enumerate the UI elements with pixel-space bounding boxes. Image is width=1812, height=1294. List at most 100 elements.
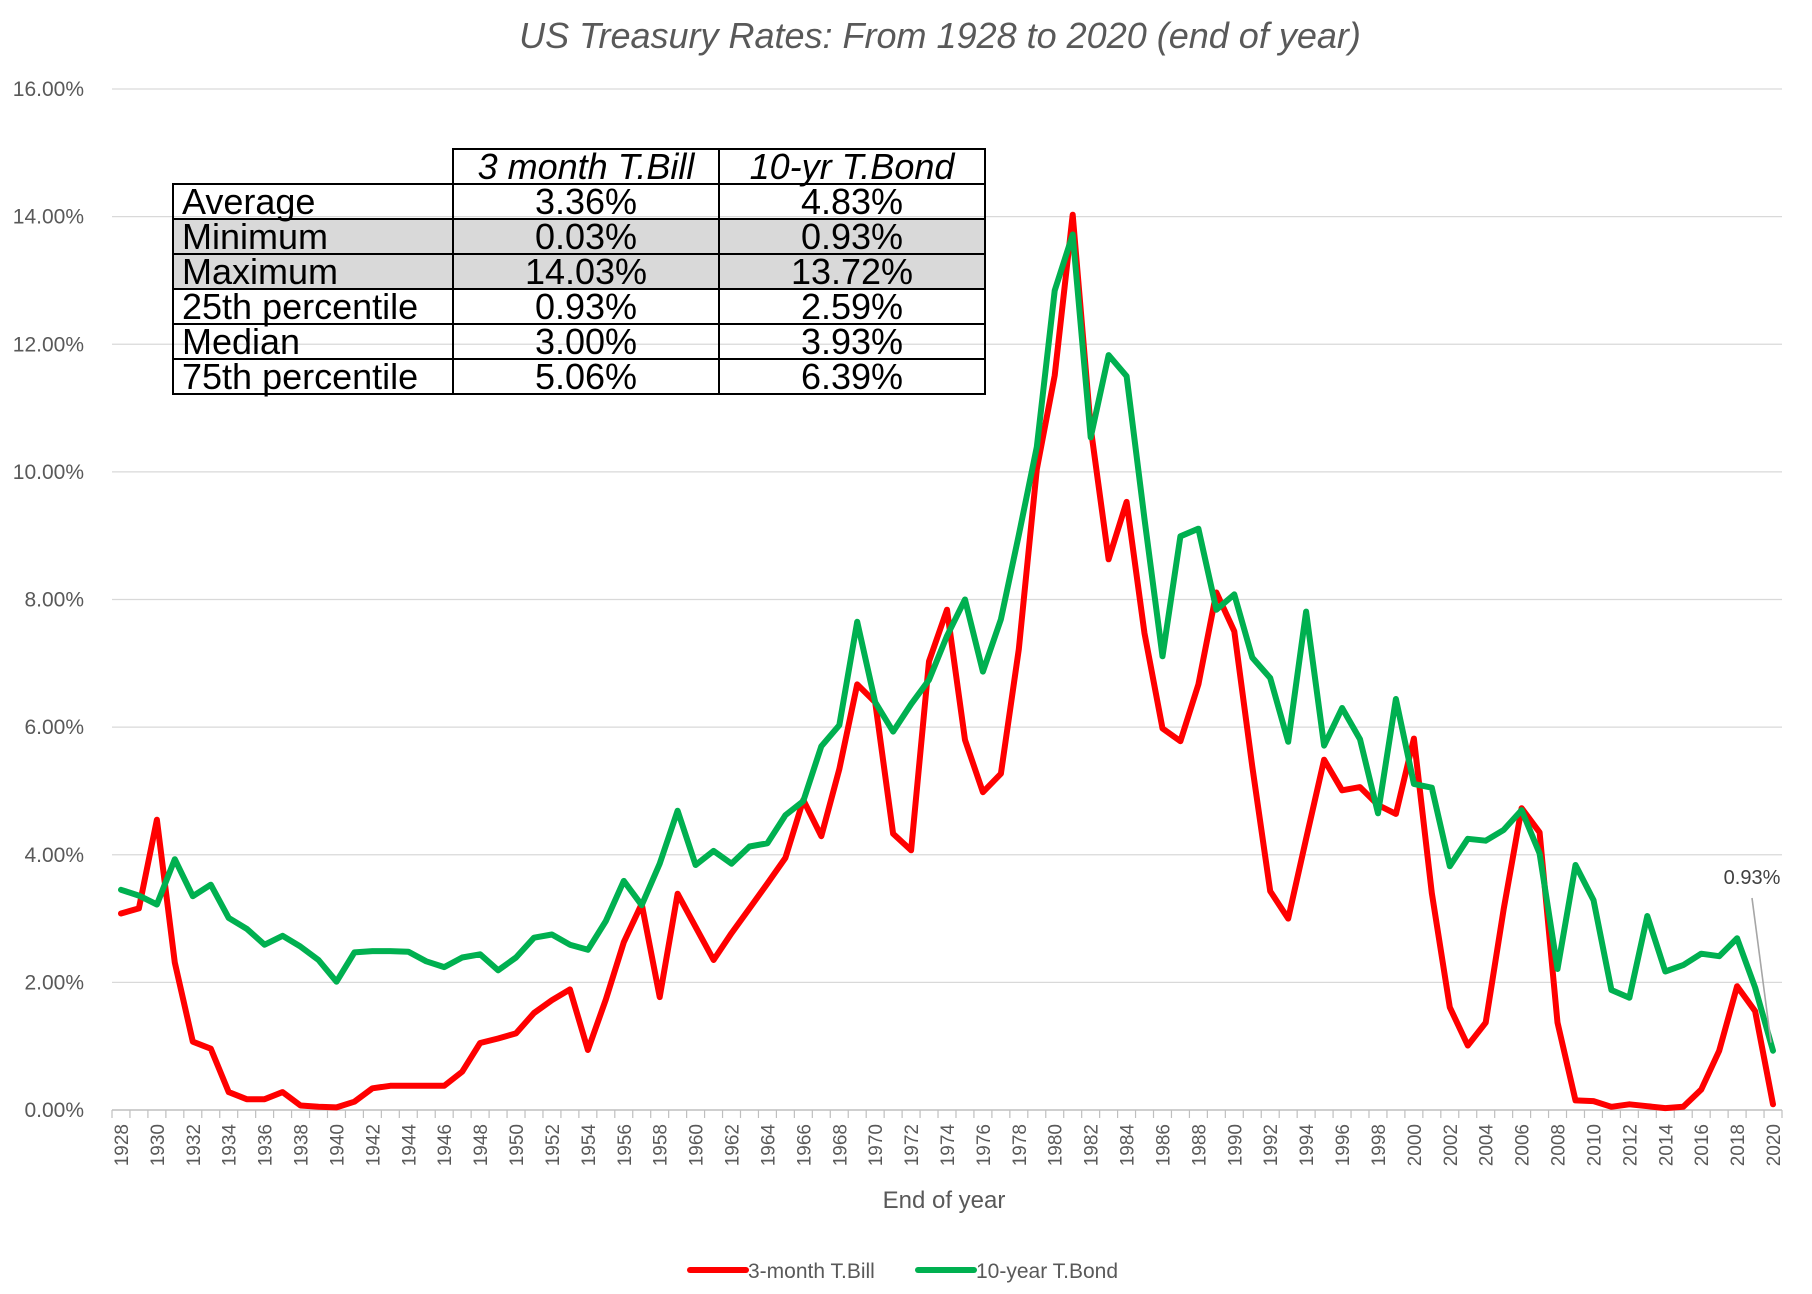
x-tick-label: 1978 xyxy=(1010,1124,1031,1166)
stats-value-tbond: 2.59% xyxy=(718,288,986,325)
stats-value-tbill: 0.03% xyxy=(452,218,720,255)
x-tick-label: 1982 xyxy=(1082,1124,1103,1166)
stats-row-label: Average xyxy=(172,183,454,220)
x-tick-label: 1956 xyxy=(615,1124,636,1166)
stats-row-label: Median xyxy=(172,323,454,360)
x-tick-label: 2004 xyxy=(1477,1124,1498,1167)
x-tick-label: 1928 xyxy=(112,1124,133,1166)
stats-table-row: 25th percentile 0.93% 2.59% xyxy=(172,288,986,325)
stats-value-tbond: 4.83% xyxy=(718,183,986,220)
series-lines xyxy=(118,211,1776,1112)
series-line-tbond xyxy=(118,231,1776,1054)
stats-table-header-tbill: 3 month T.Bill xyxy=(452,148,720,185)
x-tick-label: 1994 xyxy=(1297,1124,1318,1167)
stats-value-tbond: 6.39% xyxy=(718,358,986,395)
x-tick-label: 1938 xyxy=(292,1124,313,1166)
x-tick-label: 1968 xyxy=(830,1124,851,1166)
legend-label: 3-month T.Bill xyxy=(748,1260,875,1283)
stats-value-tbill: 5.06% xyxy=(452,358,720,395)
stats-table-corner xyxy=(173,149,454,185)
stats-table-row: 75th percentile 5.06% 6.39% xyxy=(172,358,986,395)
stats-table-body: Average 3.36% 4.83% Minimum 0.03% 0.93% Maximu… xyxy=(172,183,986,395)
x-tick-label: 1984 xyxy=(1118,1124,1139,1167)
x-tick-label: 1980 xyxy=(1046,1124,1067,1166)
x-tick-label: 1950 xyxy=(507,1124,528,1166)
x-tick-label: 1946 xyxy=(435,1124,456,1166)
x-tick-label: 1974 xyxy=(938,1124,959,1167)
stats-table-header-tbond: 10-yr T.Bond xyxy=(718,148,986,185)
y-tick-label: 16.00% xyxy=(13,78,84,101)
x-tick-label: 2014 xyxy=(1656,1124,1677,1167)
stats-value-tbill: 14.03% xyxy=(452,253,720,290)
x-tick-label: 1954 xyxy=(579,1124,600,1167)
stats-value-tbond: 13.72% xyxy=(718,253,986,290)
x-tick-label: 1986 xyxy=(1153,1124,1174,1166)
y-tick-label: 14.00% xyxy=(13,206,84,229)
x-tick-label: 1932 xyxy=(184,1124,205,1166)
y-tick-label: 0.00% xyxy=(24,1099,84,1122)
stats-table-row: Average 3.36% 4.83% xyxy=(172,183,986,220)
x-tick-label: 2000 xyxy=(1405,1124,1426,1166)
series-line-tbill xyxy=(118,211,1776,1112)
x-tick-label: 1988 xyxy=(1189,1124,1210,1166)
x-tick-label: 1942 xyxy=(363,1124,384,1166)
x-tick-label: 2006 xyxy=(1513,1124,1534,1166)
x-tick-label: 2002 xyxy=(1441,1124,1462,1166)
chart-title: US Treasury Rates: From 1928 to 2020 (en… xyxy=(519,15,1361,56)
annotation-leader-line xyxy=(1751,897,1772,1043)
x-tick-label: 1944 xyxy=(399,1124,420,1167)
y-tick-label: 2.00% xyxy=(24,971,84,994)
x-tick-label: 2016 xyxy=(1692,1124,1713,1166)
x-axis-title: End of year xyxy=(883,1187,1006,1214)
x-tick-label: 1996 xyxy=(1333,1124,1354,1166)
y-axis-ticks: 0.00% 2.00% 4.00% 6.00% 8.00% 10.00% 12.00% 14.… xyxy=(13,78,84,1122)
annotations: 0.93% xyxy=(1724,867,1781,1043)
legend: 3-month T.Bill 10-year T.Bond xyxy=(687,1260,1118,1283)
x-tick-label: 2008 xyxy=(1549,1124,1570,1166)
stats-table-row: Minimum 0.03% 0.93% xyxy=(172,218,986,255)
annotation-label: 0.93% xyxy=(1724,867,1781,889)
x-axis: 1928 1930 1932 1934 1936 1938 1940 1942 1944 1946… xyxy=(111,1109,1785,1167)
stats-row-label: Minimum xyxy=(172,218,454,255)
stats-table: 3 month T.Bill 10-yr T.Bond Average 3.36%… xyxy=(172,148,986,395)
y-tick-label: 12.00% xyxy=(13,333,84,356)
legend-label: 10-year T.Bond xyxy=(976,1260,1118,1283)
x-tick-label: 1972 xyxy=(902,1124,923,1166)
x-tick-label: 1960 xyxy=(687,1124,708,1166)
x-tick-label: 1936 xyxy=(256,1124,277,1166)
stats-row-label: 25th percentile xyxy=(172,288,454,325)
x-tick-label: 1934 xyxy=(220,1124,241,1167)
stats-value-tbond: 0.93% xyxy=(718,218,986,255)
stats-value-tbond: 3.93% xyxy=(718,323,986,360)
x-tick-label: 2020 xyxy=(1764,1124,1785,1166)
x-tick-label: 1930 xyxy=(148,1124,169,1166)
stats-row-label: 75th percentile xyxy=(172,358,454,395)
y-tick-label: 4.00% xyxy=(24,844,84,867)
x-tick-label: 1958 xyxy=(651,1124,672,1166)
x-tick-label: 2018 xyxy=(1728,1124,1749,1166)
stats-value-tbill: 0.93% xyxy=(452,288,720,325)
x-tick-label: 1966 xyxy=(794,1124,815,1166)
x-tick-label: 1998 xyxy=(1369,1124,1390,1166)
y-tick-label: 6.00% xyxy=(24,716,84,739)
stats-value-tbill: 3.00% xyxy=(452,323,720,360)
x-tick-label: 1952 xyxy=(543,1124,564,1166)
x-tick-label: 2012 xyxy=(1620,1124,1641,1166)
x-tick-label: 1992 xyxy=(1261,1124,1282,1166)
y-tick-label: 10.00% xyxy=(13,461,84,484)
stats-row-label: Maximum xyxy=(172,253,454,290)
x-tick-label: 1990 xyxy=(1225,1124,1246,1166)
stats-table-row: Median 3.00% 3.93% xyxy=(172,323,986,360)
y-tick-label: 8.00% xyxy=(24,589,84,612)
x-tick-label: 2010 xyxy=(1584,1124,1605,1166)
x-tick-label: 1976 xyxy=(974,1124,995,1166)
stats-table-row: Maximum 14.03% 13.72% xyxy=(172,253,986,290)
x-tick-label: 1962 xyxy=(723,1124,744,1166)
x-tick-label: 1964 xyxy=(758,1124,779,1167)
x-tick-label: 1970 xyxy=(866,1124,887,1166)
x-tick-label: 1940 xyxy=(327,1124,348,1166)
stats-value-tbill: 3.36% xyxy=(452,183,720,220)
stats-table-header-row: 3 month T.Bill 10-yr T.Bond xyxy=(173,148,986,185)
